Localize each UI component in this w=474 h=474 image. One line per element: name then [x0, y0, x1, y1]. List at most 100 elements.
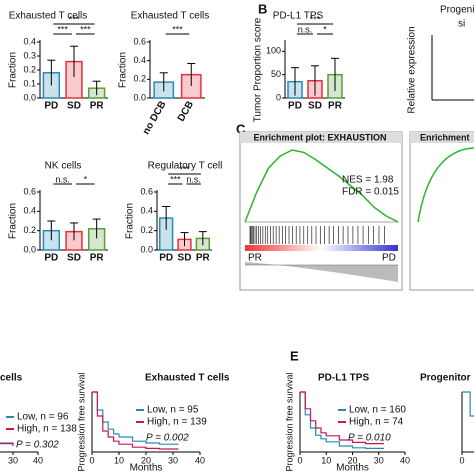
panel-title: cells: [0, 373, 23, 384]
ranked-metric: [245, 262, 398, 282]
fdr: FDR = 0.015: [342, 187, 399, 198]
x-tick-label: PR: [90, 253, 105, 264]
y-tick-label: 0.6: [140, 186, 153, 196]
panel-title: Exhausted T cells: [9, 11, 88, 22]
rank-bar: [245, 245, 398, 251]
x-tick-label: PD: [159, 253, 173, 264]
y-axis-label: Progression free survival: [284, 372, 294, 471]
y-tick-label: 0.0: [23, 244, 36, 254]
x-tick-label: 20: [347, 455, 357, 465]
gsea-title: Enrichment plot: EXHAUSTION: [253, 132, 386, 142]
y-tick-label: 0.4: [140, 206, 153, 216]
panel-title: Progeni: [440, 5, 474, 16]
legend-label: High, n = 138: [17, 424, 77, 435]
x-tick-label: SD: [308, 101, 322, 112]
y-axis-label: Relative expression: [407, 26, 418, 113]
gsea-header: [410, 132, 474, 143]
y-tick-label: 0.4: [23, 36, 36, 46]
y-tick-label: 0.4: [23, 206, 36, 216]
p-value: P = 0.302: [16, 440, 59, 451]
panel-letter: E: [290, 348, 299, 363]
km-curve: [462, 391, 474, 417]
y-tick-label: 0: [276, 92, 281, 102]
y-tick-label: 0.3: [23, 50, 36, 60]
panel-title: Exhausted T cells: [131, 11, 210, 22]
x-tick-label: 0: [459, 455, 464, 465]
y-tick-label: 0.0: [23, 92, 36, 102]
x-axis-label: Months: [336, 463, 369, 474]
x-tick-label: 30: [374, 455, 384, 465]
y-tick-label: 0.2: [140, 225, 153, 235]
x-tick-label: PR: [328, 101, 343, 112]
y-tick-label: 0.0: [133, 92, 146, 102]
sig-label: ***: [80, 24, 91, 34]
panel-title: Progenitor: [420, 373, 471, 384]
x-tick-label: 40: [33, 455, 43, 465]
km-curve: [92, 391, 179, 445]
x-tick-label: 20: [141, 455, 151, 465]
panel-title: Exhausted T cells: [145, 373, 230, 384]
x-tick-label: 0: [89, 455, 94, 465]
panel-letter: C: [236, 121, 246, 136]
x-tick-label: SD: [67, 101, 81, 112]
y-tick-label: 50: [271, 69, 281, 79]
gsea-header: [240, 132, 402, 143]
sig-label: n.s.: [298, 24, 313, 34]
y-tick-label: 0.0: [140, 244, 153, 254]
panel-title: PD-L1 TPS: [318, 373, 369, 384]
x-tick-label: PR: [196, 253, 211, 264]
panel-title: Regulatory T cell: [148, 161, 223, 172]
y-axis-label: Fraction: [118, 52, 129, 88]
sig-label: ***: [170, 174, 181, 184]
sig-label: ***: [172, 24, 183, 34]
x-axis-label: Months: [130, 463, 163, 474]
panel-title: si: [458, 19, 465, 30]
y-axis-label: Progression free survival: [76, 372, 86, 471]
panel-letter: B: [258, 1, 267, 16]
legend-label: Low, n = 95: [147, 405, 199, 416]
x-tick-label: 10: [321, 455, 331, 465]
y-tick-label: 0.2: [133, 74, 146, 84]
class-label: PR: [248, 253, 262, 264]
y-axis-label: Tumor Proportion score: [253, 17, 264, 122]
es-curve: [244, 149, 399, 223]
x-tick-label: 30: [8, 455, 18, 465]
sig-label: n.s.: [186, 174, 201, 184]
sig-label: ***: [69, 14, 80, 24]
x-tick-label: PD: [288, 101, 302, 112]
panel-title: NK cells: [45, 161, 82, 172]
y-axis-label: Fraction: [8, 52, 19, 88]
km-curve: [300, 391, 384, 449]
y-tick-label: 0.6: [23, 186, 36, 196]
sig-label: ***: [57, 24, 68, 34]
class-label: PD: [382, 253, 396, 264]
y-tick-label: 0.2: [23, 64, 36, 74]
x-tick-label: PR: [90, 101, 105, 112]
sig-label: *: [323, 24, 327, 34]
p-value: P = 0.010: [348, 433, 391, 444]
x-tick-label: PD: [44, 101, 58, 112]
legend-label: High, n = 74: [349, 417, 404, 428]
x-tick-label: 30: [168, 455, 178, 465]
x-tick-label: 10: [114, 455, 124, 465]
gsea-frame: [239, 131, 403, 291]
legend-label: High, n = 139: [147, 417, 207, 428]
sig-label: ***: [179, 164, 190, 174]
panel-title: PD-L1 TPS: [273, 11, 324, 22]
y-tick-label: 0.6: [133, 36, 146, 46]
sig-label: n.s.: [55, 174, 70, 184]
y-axis-label: Fraction: [8, 203, 19, 239]
sig-label: ***: [310, 14, 321, 24]
gsea-title: Enrichment: [420, 132, 470, 142]
y-tick-label: 100: [266, 46, 281, 56]
es-curve-partial: [417, 147, 474, 223]
km-curve: [92, 391, 179, 450]
nes: NES = 1.98: [342, 175, 394, 186]
gsea-frame: [409, 131, 474, 291]
y-tick-label: 0.1: [23, 78, 36, 88]
x-tick-label: 40: [400, 455, 410, 465]
x-tick-label: 0: [297, 455, 302, 465]
legend-label: Low, n = 160: [349, 405, 406, 416]
p-value: P = 0.002: [146, 433, 189, 444]
